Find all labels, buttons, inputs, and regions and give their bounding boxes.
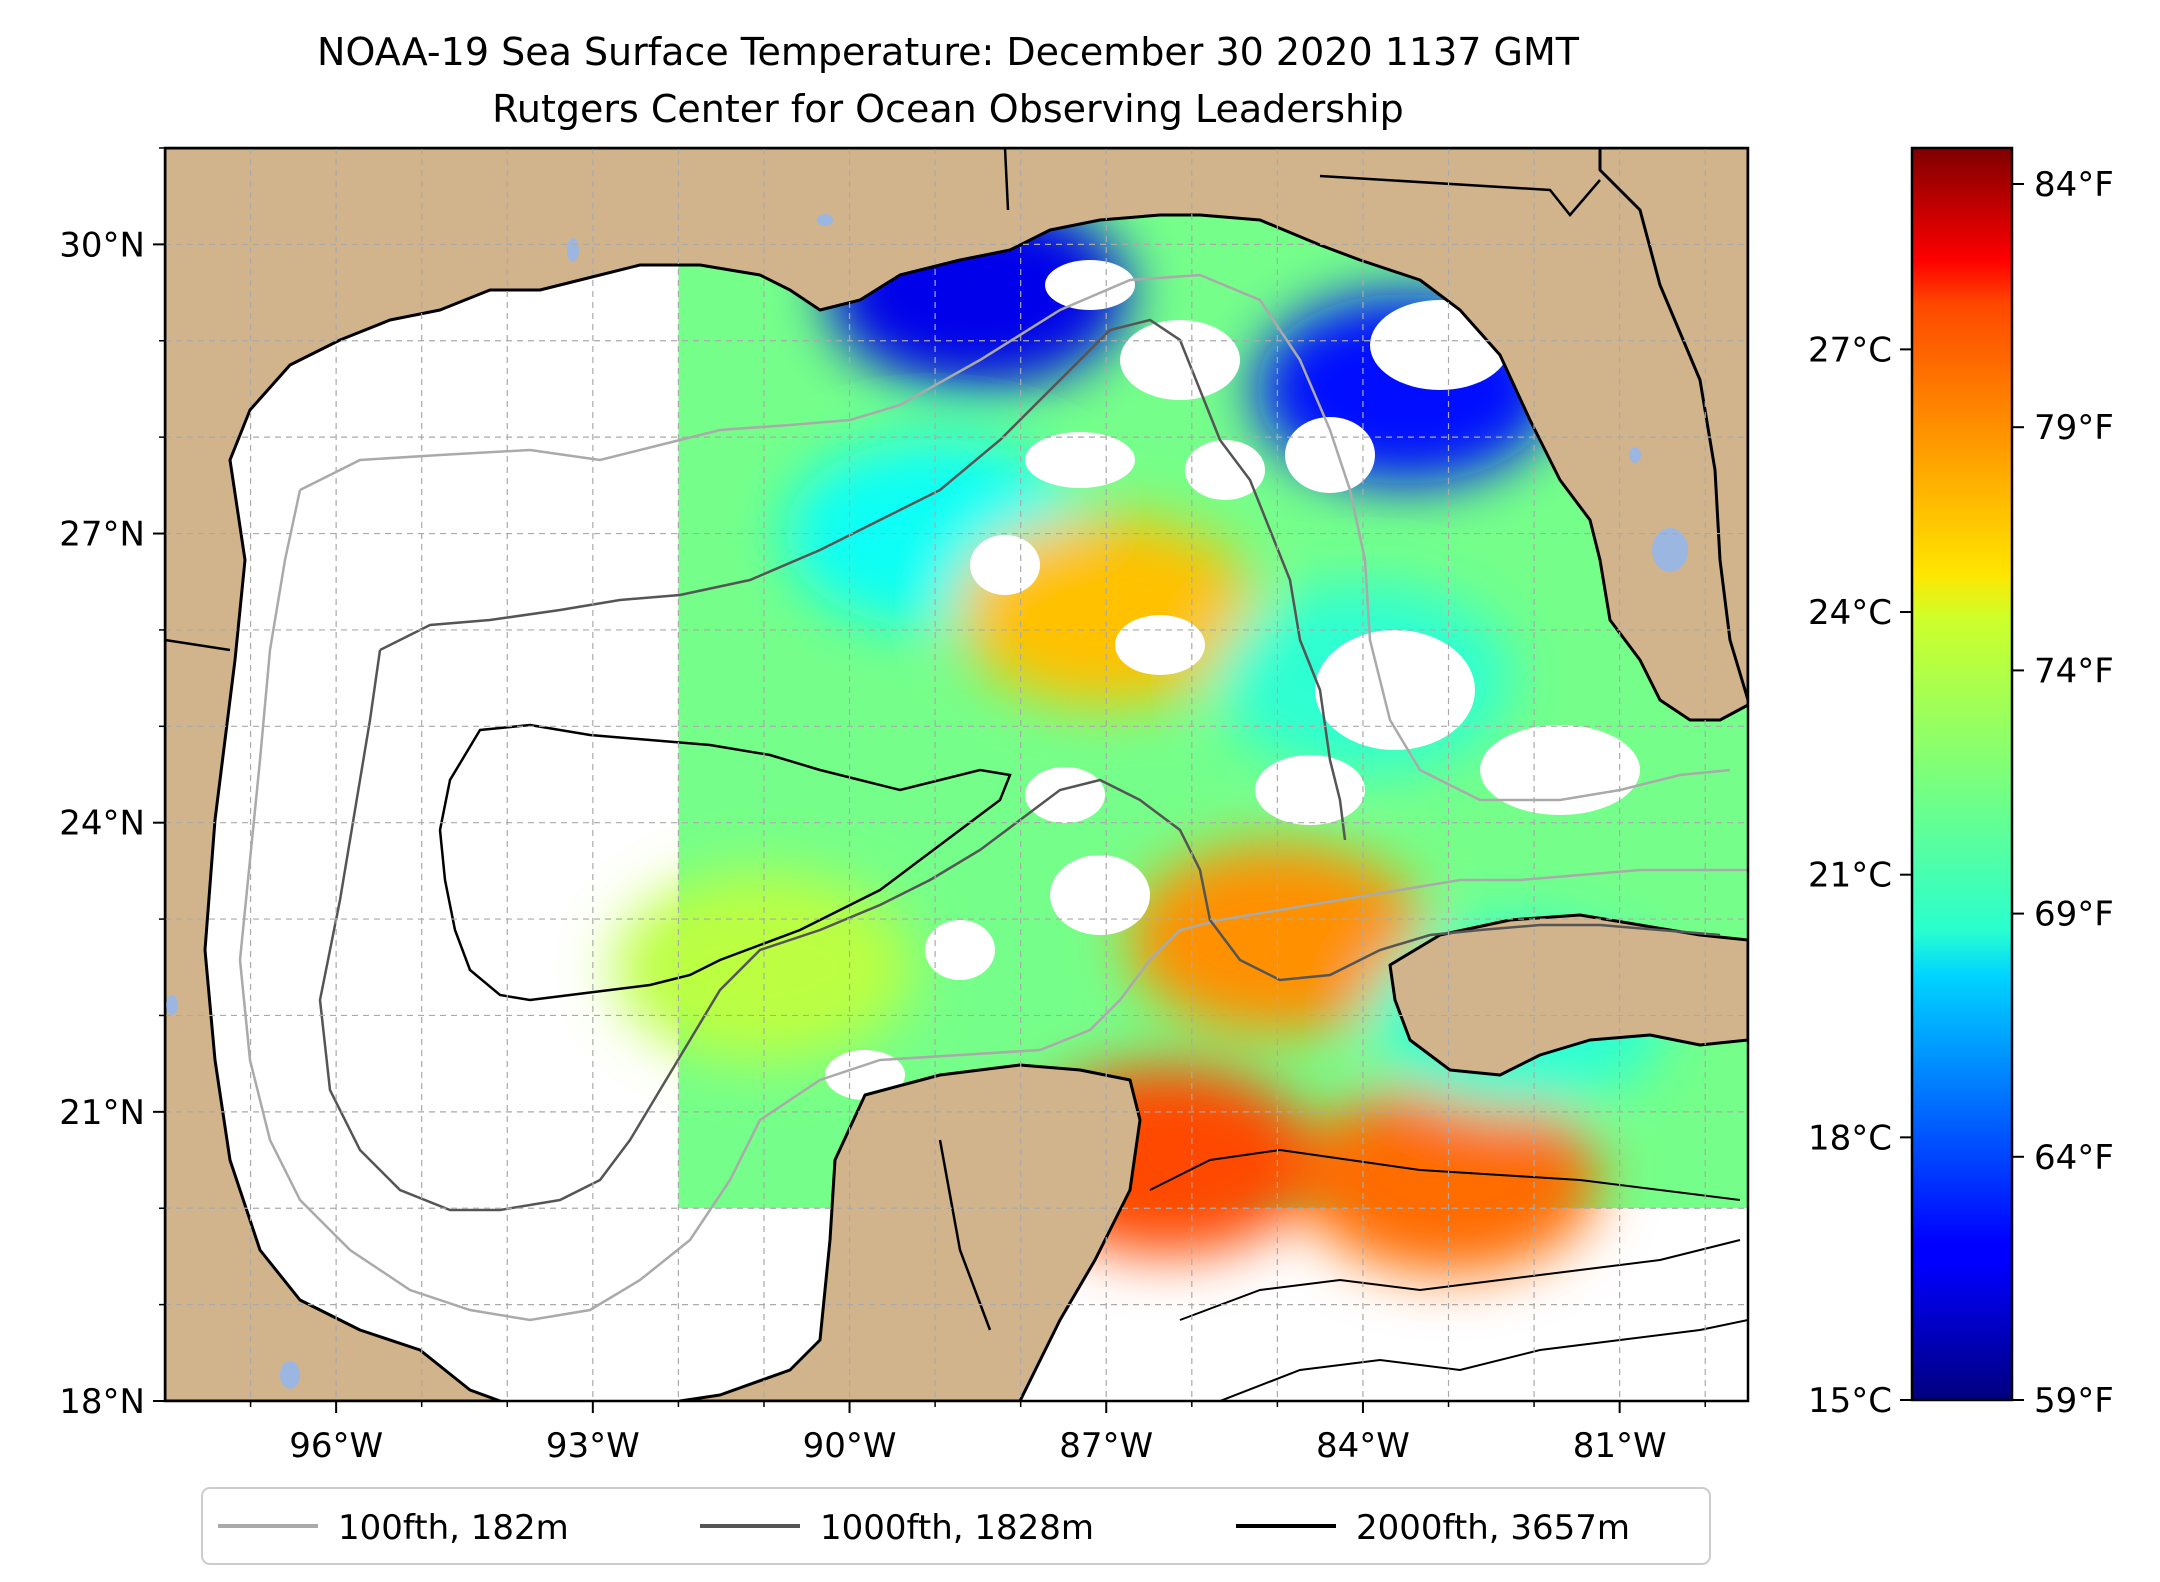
border [165, 638, 231, 652]
x-tick-label: 90°W [803, 1426, 897, 1466]
chart-title-line1: NOAA-19 Sea Surface Temperature: Decembe… [317, 30, 1580, 74]
sst-region [1298, 1084, 1599, 1275]
legend-frame [201, 1487, 1711, 1565]
x-tick-label: 93°W [546, 1426, 640, 1466]
contour-100fth [238, 273, 1748, 1322]
y-tick-label: 18°N [59, 1382, 145, 1422]
cloud-patch [970, 535, 1040, 595]
lake [817, 214, 833, 226]
y-axis: 18°N 21°N 24°N 27°N 30°N [59, 147, 165, 1422]
colorbar-fahrenheit-label: 74°F [2034, 651, 2114, 691]
contour-2000fth-caribbean [1149, 1148, 1748, 1401]
cloud-patch [1050, 855, 1150, 935]
map-area [165, 148, 1748, 1401]
chart-title-line2: Rutgers Center for Ocean Observing Leade… [492, 87, 1404, 131]
lake [1652, 528, 1688, 572]
cloud-patch [1185, 440, 1265, 500]
border [1319, 174, 1601, 217]
border [938, 1139, 992, 1331]
colorbar-fahrenheit-label: 79°F [2034, 408, 2114, 448]
y-tick-label: 27°N [59, 515, 145, 555]
colorbar-fahrenheit-label: 84°F [2034, 165, 2114, 205]
colorbar-fahrenheit-label: 64°F [2034, 1138, 2114, 1178]
lake [567, 238, 579, 262]
lake [166, 995, 178, 1015]
cloud-patch [925, 920, 995, 980]
land-masses [165, 148, 1748, 1401]
map-frame [163, 146, 1750, 1403]
legend: 100fth, 182m 1000fth, 1828m 2000fth, 365… [201, 1487, 1711, 1565]
colorbar-fahrenheit-label: 69°F [2034, 895, 2114, 935]
legend-label-2000fth: 2000fth, 3657m [1356, 1508, 1630, 1548]
colorbar-celsius-label: 15°C [1808, 1381, 1892, 1421]
cloud-patch [825, 1050, 905, 1100]
yucatan-peninsula [678, 1063, 1142, 1401]
us-gulf-coast-land [165, 148, 1748, 1401]
contour-2000fth [438, 723, 1012, 1002]
borders [165, 148, 1601, 1331]
colorbar-fahrenheit-label: 59°F [2034, 1381, 2114, 1421]
lake [1629, 447, 1641, 463]
cloud-patch [1285, 417, 1375, 493]
cloud-patch [1255, 755, 1365, 825]
colorbar-celsius-label: 27°C [1808, 330, 1892, 370]
colorbar-celsius-label: 24°C [1808, 593, 1892, 633]
colorbar: 15°C 18°C 21°C 24°C 27°C 59°F 64°F 69°F 74°F 79°… [1808, 146, 2114, 1421]
x-tick-label: 96°W [289, 1426, 383, 1466]
cuba [1388, 913, 1748, 1077]
cloud-patch [1045, 260, 1135, 310]
cloud-patch [1025, 432, 1135, 488]
colorbar-celsius-axis: 15°C 18°C 21°C 24°C 27°C [1808, 330, 1912, 1421]
sst-region [1127, 843, 1428, 1034]
legend-label-1000fth: 1000fth, 1828m [820, 1508, 1094, 1548]
bathymetry-contours [238, 273, 1748, 1401]
colorbar-fahrenheit-axis: 59°F 64°F 69°F 74°F 79°F 84°F [2012, 165, 2114, 1421]
x-tick-label: 87°W [1059, 1426, 1153, 1466]
y-tick-label: 24°N [59, 804, 145, 844]
x-tick-label: 84°W [1316, 1426, 1410, 1466]
y-tick-label: 21°N [59, 1093, 145, 1133]
cloud-patch [1025, 767, 1105, 823]
colorbar-celsius-label: 18°C [1808, 1118, 1892, 1158]
cloud-patch [1315, 630, 1475, 750]
lake [280, 1361, 300, 1389]
colorbar-gradient [1910, 146, 2014, 1402]
x-tick-label: 81°W [1573, 1426, 1667, 1466]
y-tick-label: 30°N [59, 225, 145, 265]
cloud-patch [1480, 725, 1640, 815]
colorbar-celsius-label: 21°C [1808, 856, 1892, 896]
border [1003, 148, 1010, 211]
x-axis: 96°W 93°W 90°W 87°W 84°W 81°W [249, 1401, 1706, 1466]
cloud-patch [1120, 320, 1240, 400]
legend-label-100fth: 100fth, 182m [338, 1508, 569, 1548]
